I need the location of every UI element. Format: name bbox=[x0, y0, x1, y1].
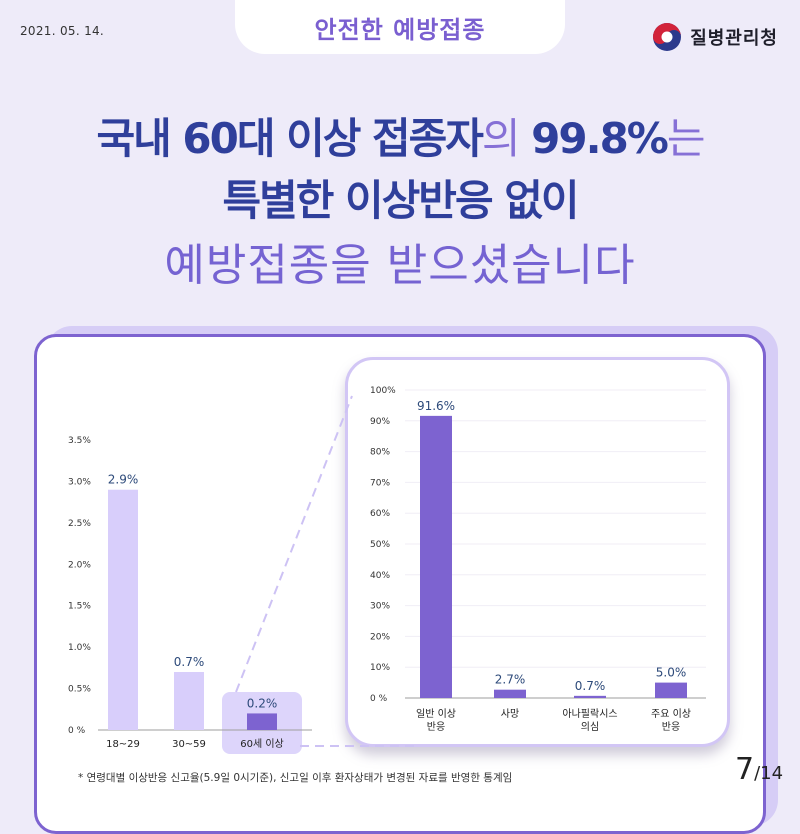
zoom-connector-upper bbox=[235, 395, 353, 693]
left-y-tick: 2.0% bbox=[68, 560, 91, 570]
left-y-tick: 0.5% bbox=[68, 685, 91, 695]
left-x-tick: 18~29 bbox=[106, 739, 140, 750]
headline-line-3: 예방접종을 받으셨습니다 bbox=[164, 240, 636, 291]
right-bar-value-label: 0.7% bbox=[575, 679, 606, 693]
headline-line-2: 특별한 이상반응 없이 bbox=[222, 176, 579, 225]
right-bar-value-label: 5.0% bbox=[656, 666, 687, 680]
right-bar bbox=[574, 695, 606, 698]
right-y-tick: 0 % bbox=[370, 694, 388, 704]
right-bar-value-label: 91.6% bbox=[417, 399, 455, 413]
right-y-tick: 10% bbox=[370, 663, 390, 673]
right-y-tick: 70% bbox=[370, 478, 390, 488]
right-y-tick: 100% bbox=[370, 386, 396, 396]
left-x-tick: 60세 이상 bbox=[240, 738, 284, 750]
left-bar-value-label: 0.2% bbox=[247, 696, 278, 710]
page-indicator: 7/14 bbox=[735, 752, 783, 787]
left-x-tick: 30~59 bbox=[172, 739, 206, 750]
footnote: * 연령대별 이상반응 신고율(5.9일 0시기준), 신고일 이후 환자상태가… bbox=[78, 772, 513, 784]
headline: 국내 60대 이상 접종자의 99.8%는 특별한 이상반응 없이 예방접종을 … bbox=[0, 108, 800, 300]
right-x-tick: 일반 이상 bbox=[416, 708, 456, 720]
right-y-tick: 50% bbox=[370, 540, 390, 550]
topic-label: 안전한 예방접종 bbox=[314, 15, 486, 44]
org-name: 질병관리청 bbox=[690, 28, 778, 49]
left-bar bbox=[108, 489, 138, 730]
zoom-inset-panel bbox=[345, 357, 730, 747]
right-x-tick: 반응 bbox=[662, 721, 680, 733]
right-y-tick: 20% bbox=[370, 632, 390, 642]
left-y-tick: 1.0% bbox=[68, 643, 91, 653]
left-y-tick: 1.5% bbox=[68, 602, 91, 612]
chart-canvas: 0 % 0.5% 1.0% 1.5% 2.0% 2.5% 3.0% 3.5% 2.9% 18~29… bbox=[68, 386, 706, 754]
right-bar bbox=[655, 682, 687, 698]
page-total-label: /14 bbox=[754, 763, 784, 784]
right-x-tick: 의심 bbox=[581, 721, 599, 733]
left-y-tick: 2.5% bbox=[68, 519, 91, 529]
left-bar-value-label: 2.9% bbox=[108, 473, 139, 487]
left-bar bbox=[174, 672, 204, 730]
left-y-tick: 3.0% bbox=[68, 477, 91, 487]
page-current: 7 bbox=[735, 752, 755, 787]
right-x-tick: 사망 bbox=[501, 708, 519, 720]
left-bar bbox=[247, 713, 277, 730]
right-y-tick: 30% bbox=[370, 602, 390, 612]
right-x-tick: 아나필락시스 bbox=[562, 708, 617, 720]
right-bar bbox=[420, 415, 452, 698]
date-label: 2021. 05. 14. bbox=[20, 24, 105, 38]
right-x-tick: 반응 bbox=[427, 721, 445, 733]
org-brand: 질병관리청 bbox=[652, 22, 778, 52]
left-bar-value-label: 0.7% bbox=[174, 655, 205, 669]
right-y-tick: 60% bbox=[370, 509, 390, 519]
topic-tab: 안전한 예방접종 bbox=[235, 0, 565, 54]
right-x-tick: 주요 이상 bbox=[651, 708, 691, 720]
right-y-tick: 40% bbox=[370, 571, 390, 581]
right-bar-value-label: 2.7% bbox=[495, 673, 526, 687]
right-y-tick: 80% bbox=[370, 448, 390, 458]
right-bar bbox=[494, 689, 526, 698]
left-y-tick: 0 % bbox=[68, 726, 86, 736]
right-y-tick: 90% bbox=[370, 417, 390, 427]
left-y-tick: 3.5% bbox=[68, 436, 91, 446]
taegeuk-logo-icon bbox=[653, 23, 682, 51]
headline-line-1: 국내 60대 이상 접종자의 99.8%는 bbox=[96, 114, 705, 163]
